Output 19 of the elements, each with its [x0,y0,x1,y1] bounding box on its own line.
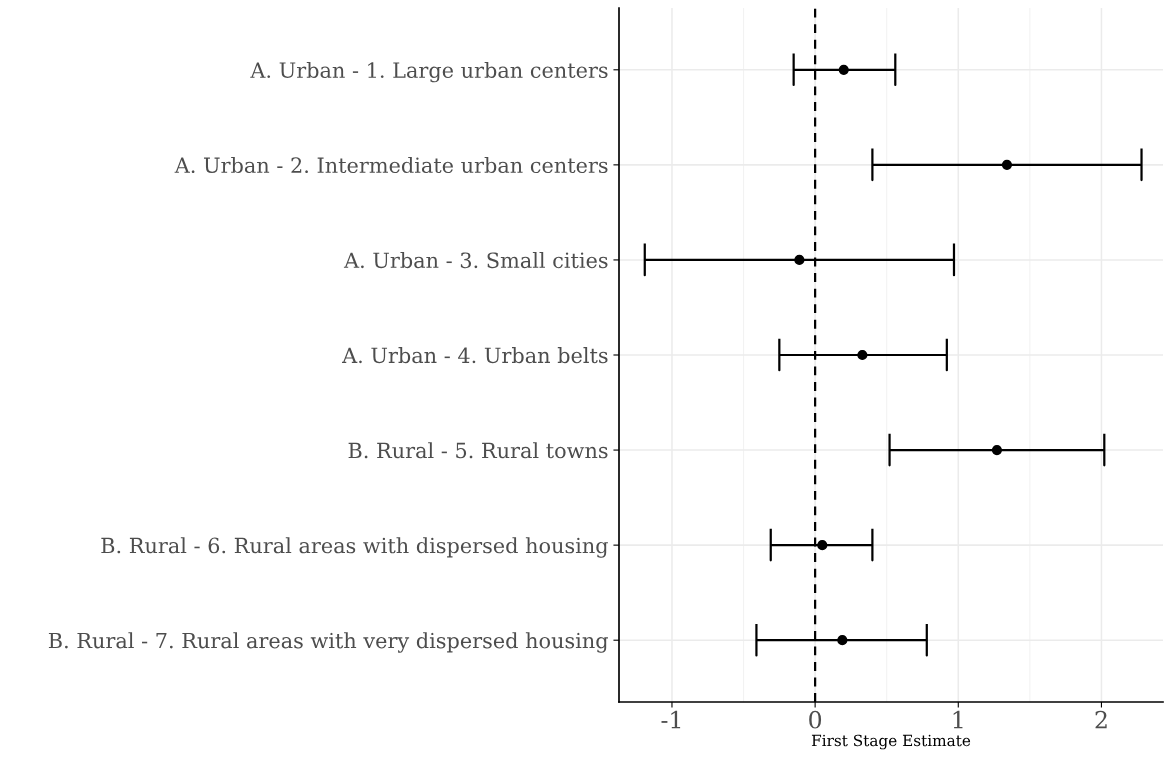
y-tick-label: A. Urban - 2. Intermediate urban centers [174,156,608,174]
y-tick-label: B. Rural - 6. Rural areas with dispersed housing [101,537,608,558]
y-tick-label: B. Rural - 7. Rural areas with very dispersed housing [48,632,608,653]
point [794,254,805,266]
point [991,444,1003,456]
point [1001,159,1013,170]
point [817,540,828,551]
y-tick-label: A. Urban - 4. Urban belts [341,347,608,364]
y-tick-label: A. Urban - 3. Small cities [343,252,608,269]
point [837,635,848,646]
x-tick-label: 1 [953,710,963,729]
x-tick-label: 2 [1095,710,1107,729]
x-tick-label: -1 [661,710,681,729]
y-tick-label: A. Urban - 1. Large urban centers [250,61,608,83]
x-tick-label: 0 [809,710,822,729]
point [838,64,849,75]
y-tick-label: B. Rural - 5. Rural towns [348,442,608,459]
x-axis-title: First Stage Estimate [811,734,971,750]
point [857,349,868,361]
